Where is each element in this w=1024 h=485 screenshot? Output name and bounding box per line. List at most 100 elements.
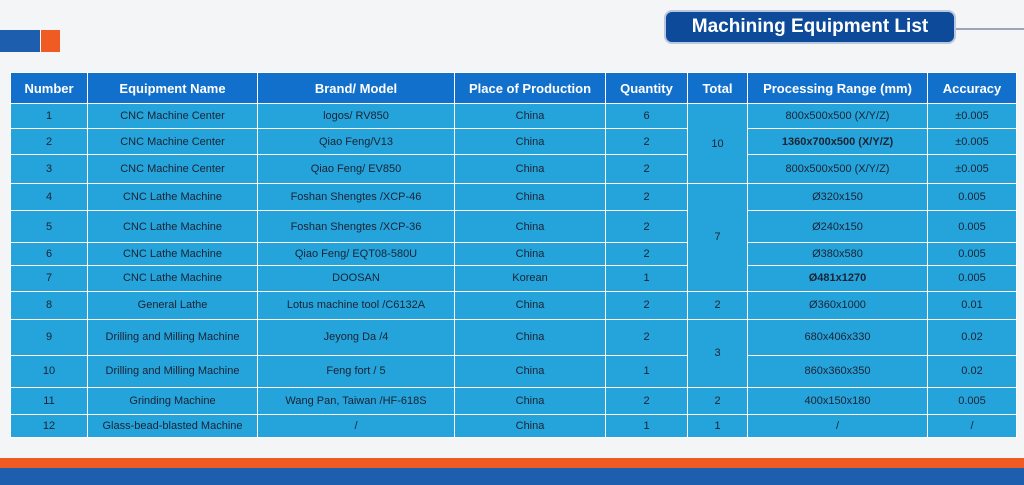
cell-range: 680x406x330 xyxy=(747,318,928,356)
cell-number: 9 xyxy=(10,318,88,356)
cell-range: Ø481x1270 xyxy=(747,265,928,292)
cell-place: China xyxy=(454,154,606,185)
cell-model: DOOSAN xyxy=(257,265,455,292)
cell-place: China xyxy=(454,354,606,388)
cell-name: CNC Lathe Machine xyxy=(87,265,258,292)
table-row: 11 Grinding Machine Wang Pan, Taiwan /HF… xyxy=(10,386,1017,415)
cell-accuracy: 0.005 xyxy=(927,386,1017,415)
cell-number: 11 xyxy=(10,386,88,415)
cell-total: 2 xyxy=(687,386,748,415)
table-row: 12 Glass-bead-blasted Machine / China 1 … xyxy=(10,413,1017,439)
cell-accuracy: 0.01 xyxy=(927,290,1017,320)
cell-accuracy: 0.005 xyxy=(927,242,1017,267)
cell-name: General Lathe xyxy=(87,290,258,320)
cell-name: Drilling and Milling Machine xyxy=(87,318,258,356)
cell-model: Foshan Shengtes /XCP-46 xyxy=(257,183,455,212)
cell-model: Foshan Shengtes /XCP-36 xyxy=(257,210,455,244)
header-number: Number xyxy=(10,72,88,104)
cell-place: China xyxy=(454,290,606,320)
cell-accuracy: ±0.005 xyxy=(927,154,1017,185)
cell-quantity: 1 xyxy=(605,413,688,439)
cell-quantity: 2 xyxy=(605,210,688,244)
cell-quantity: 2 xyxy=(605,386,688,415)
cell-number: 10 xyxy=(10,354,88,388)
cell-name: Glass-bead-blasted Machine xyxy=(87,413,258,439)
cell-range: 800x500x500 (X/Y/Z) xyxy=(747,102,928,130)
cell-name: Grinding Machine xyxy=(87,386,258,415)
cell-place: Korean xyxy=(454,265,606,292)
table-row: 9 Drilling and Milling Machine Jeyong Da… xyxy=(10,318,1017,388)
header-total: Total xyxy=(687,72,748,104)
cell-range: Ø380x580 xyxy=(747,242,928,267)
cell-range: 400x150x180 xyxy=(747,386,928,415)
footer-orange-stripe xyxy=(0,458,1024,468)
page-title: Machining Equipment List xyxy=(664,10,956,44)
table-row: 3 CNC Machine Center Qiao Feng/ EV850 Ch… xyxy=(10,154,1017,185)
cell-range: 860x360x350 xyxy=(747,354,928,388)
cell-range: / xyxy=(747,413,928,439)
header-place-of-production: Place of Production xyxy=(454,72,606,104)
cell-model: Jeyong Da /4 xyxy=(257,318,455,356)
cell-accuracy: 0.005 xyxy=(927,183,1017,212)
cell-place: China xyxy=(454,210,606,244)
table-row: 10 Drilling and Milling Machine Feng for… xyxy=(10,354,1017,388)
cell-accuracy: ±0.005 xyxy=(927,128,1017,156)
cell-total: 3 xyxy=(687,318,748,388)
decor-blue-block xyxy=(0,30,40,52)
cell-place: China xyxy=(454,242,606,267)
cell-place: China xyxy=(454,183,606,212)
header-brand-model: Brand/ Model xyxy=(257,72,455,104)
cell-quantity: 2 xyxy=(605,183,688,212)
cell-model: Wang Pan, Taiwan /HF-618S xyxy=(257,386,455,415)
table-row: 5 CNC Lathe Machine Foshan Shengtes /XCP… xyxy=(10,210,1017,244)
table-row: 7 CNC Lathe Machine DOOSAN Korean 1 Ø481… xyxy=(10,265,1017,292)
decor-orange-block xyxy=(41,30,60,52)
cell-total: 2 xyxy=(687,290,748,320)
cell-model: / xyxy=(257,413,455,439)
cell-accuracy: / xyxy=(927,413,1017,439)
footer-blue-stripe xyxy=(0,468,1024,485)
cell-name: CNC Lathe Machine xyxy=(87,183,258,212)
cell-model: Lotus machine tool /C6132A xyxy=(257,290,455,320)
cell-accuracy: 0.02 xyxy=(927,354,1017,388)
cell-range: 1360x700x500 (X/Y/Z) xyxy=(747,128,928,156)
cell-model: logos/ RV850 xyxy=(257,102,455,130)
cell-name: CNC Machine Center xyxy=(87,102,258,130)
table-row: 4 CNC Lathe Machine Foshan Shengtes /XCP… xyxy=(10,183,1017,292)
cell-quantity: 2 xyxy=(605,154,688,185)
header-equipment-name: Equipment Name xyxy=(87,72,258,104)
cell-number: 8 xyxy=(10,290,88,320)
header-processing-range: Processing Range (mm) xyxy=(747,72,928,104)
cell-name: CNC Lathe Machine xyxy=(87,210,258,244)
cell-number: 6 xyxy=(10,242,88,267)
cell-place: China xyxy=(454,128,606,156)
cell-model: Qiao Feng/ EQT08-580U xyxy=(257,242,455,267)
cell-place: China xyxy=(454,102,606,130)
cell-name: CNC Lathe Machine xyxy=(87,242,258,267)
cell-quantity: 1 xyxy=(605,265,688,292)
cell-model: Qiao Feng/V13 xyxy=(257,128,455,156)
cell-place: China xyxy=(454,413,606,439)
cell-total: 10 xyxy=(687,102,748,185)
cell-number: 1 xyxy=(10,102,88,130)
cell-total: 1 xyxy=(687,413,748,439)
cell-accuracy: 0.005 xyxy=(927,265,1017,292)
cell-model: Qiao Feng/ EV850 xyxy=(257,154,455,185)
cell-model: Feng fort / 5 xyxy=(257,354,455,388)
cell-range: Ø240x150 xyxy=(747,210,928,244)
equipment-table: Number Equipment Name Brand/ Model Place… xyxy=(10,72,1017,439)
table-header-row: Number Equipment Name Brand/ Model Place… xyxy=(10,72,1017,104)
cell-number: 12 xyxy=(10,413,88,439)
cell-accuracy: ±0.005 xyxy=(927,102,1017,130)
table-row: 6 CNC Lathe Machine Qiao Feng/ EQT08-580… xyxy=(10,242,1017,267)
cell-total: 7 xyxy=(687,183,748,292)
table-row: 8 General Lathe Lotus machine tool /C613… xyxy=(10,290,1017,320)
table-row: 1 CNC Machine Center logos/ RV850 China … xyxy=(10,102,1017,185)
cell-quantity: 6 xyxy=(605,102,688,130)
cell-quantity: 2 xyxy=(605,128,688,156)
cell-range: 800x500x500 (X/Y/Z) xyxy=(747,154,928,185)
cell-range: Ø320x150 xyxy=(747,183,928,212)
header-accuracy: Accuracy xyxy=(927,72,1017,104)
equipment-table-container: Number Equipment Name Brand/ Model Place… xyxy=(10,72,1017,439)
cell-accuracy: 0.02 xyxy=(927,318,1017,356)
